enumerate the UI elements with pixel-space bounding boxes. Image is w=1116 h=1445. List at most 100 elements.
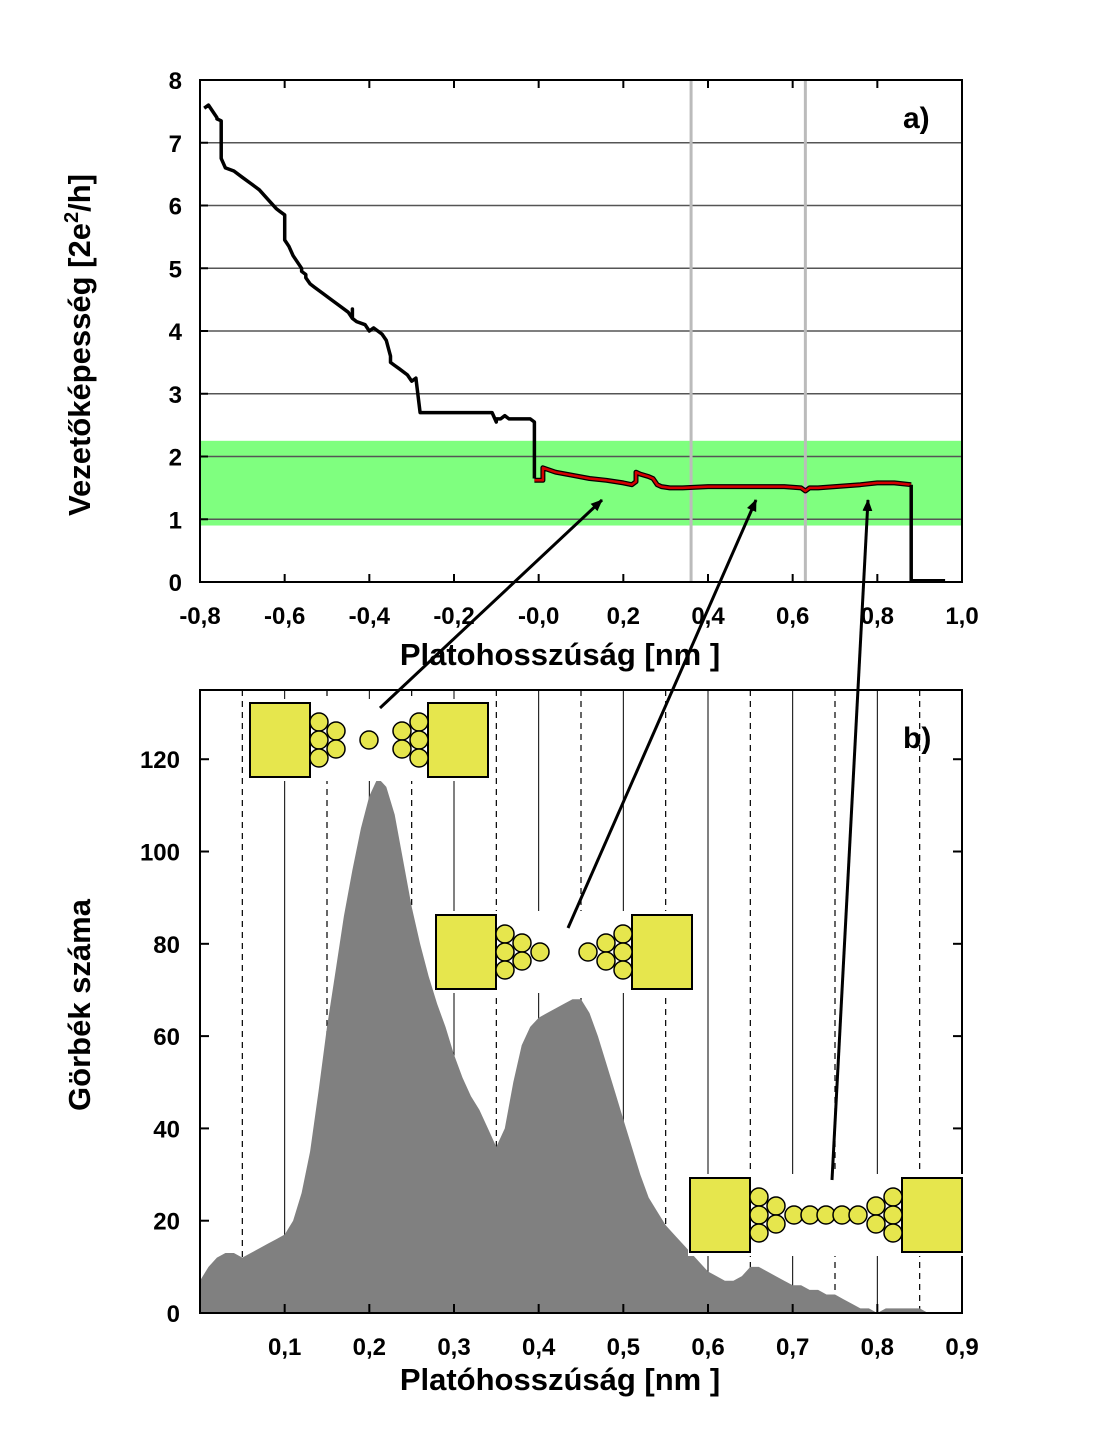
y-tick-label: 4: [169, 319, 183, 346]
x-tick-label: -0,4: [349, 603, 391, 630]
atom: [409, 748, 429, 768]
atom: [883, 1205, 903, 1225]
plateau-segment: [534, 466, 912, 493]
y-tick-label: 7: [169, 131, 182, 158]
y-tick-label: 1: [169, 507, 182, 534]
panel-a-y-tick-labels: 0 1 2 3 4 5 6 7 8: [169, 68, 183, 597]
arrows: [378, 498, 873, 1181]
electrode: [427, 702, 489, 778]
x-tick-label: 0,8: [861, 603, 894, 630]
electrode: [689, 1177, 751, 1253]
panel-a-x-tick-labels: -0,8 -0,6 -0,4 -0,2 -0,0 0,2 0,4 0,6 0,8 1,0: [179, 603, 978, 630]
atom: [749, 1223, 769, 1243]
atom: [392, 721, 412, 741]
atom: [883, 1187, 903, 1207]
panel-a: -0,8 -0,6 -0,4 -0,2 -0,0 0,2 0,4 0,6 0,8 1,0 0123…: [61, 68, 979, 672]
conductance-trace: [203, 103, 946, 583]
x-tick-label: -0,8: [179, 603, 220, 630]
electrode: [901, 1177, 963, 1253]
atom: [359, 730, 379, 750]
atom: [409, 712, 429, 732]
atom: [766, 1196, 786, 1216]
contact-one-atom-chain: [248, 699, 490, 781]
y-tick-label: 20: [153, 1209, 180, 1236]
trace-segment: [909, 484, 946, 583]
y-tick-label: 0: [169, 570, 182, 597]
atom: [326, 739, 346, 759]
atom: [613, 924, 633, 944]
contact-five-atom-chain: [688, 1174, 964, 1256]
panel-a-y-axis-title: Vezetőképesség [2e2/h]: [61, 174, 97, 516]
panel-a-label: a): [903, 102, 930, 135]
atom: [512, 951, 532, 971]
atom: [309, 712, 329, 732]
y-tick-label: 120: [140, 747, 180, 774]
x-tick-label: 0,4: [522, 1334, 556, 1361]
atom: [309, 748, 329, 768]
x-tick-label: 0,6: [776, 603, 809, 630]
atom: [495, 960, 515, 980]
atom: [495, 924, 515, 944]
vertical-markers: [689, 80, 807, 582]
atom: [883, 1223, 903, 1243]
x-tick-label: -0,6: [264, 603, 305, 630]
x-tick-label: 0,7: [776, 1334, 809, 1361]
atom: [512, 933, 532, 953]
atom: [530, 942, 550, 962]
electrode: [435, 914, 497, 990]
atom: [578, 942, 598, 962]
panel-a-ticks: [199, 79, 963, 583]
x-tick-label: 1,0: [945, 603, 978, 630]
x-tick-label: 0,2: [353, 1334, 386, 1361]
contact-illustrations: [248, 699, 964, 1256]
atom: [309, 730, 329, 750]
x-tick-label: 0,6: [691, 1334, 724, 1361]
atom: [848, 1205, 868, 1225]
panel-b-label: b): [903, 722, 931, 755]
trace-segment: [203, 103, 537, 479]
panel-a-x-axis-title: Platohosszúság [nm ]: [400, 637, 720, 672]
atom: [409, 730, 429, 750]
panel-b-frame: [199, 689, 963, 1314]
atom: [392, 739, 412, 759]
atom: [613, 960, 633, 980]
y-tick-label: 80: [153, 932, 180, 959]
atom: [766, 1214, 786, 1234]
y-tick-label: 6: [169, 194, 182, 221]
electrode: [249, 702, 311, 778]
arrow-contact-1: [378, 498, 604, 710]
atom: [866, 1214, 886, 1234]
x-tick-label: -0,0: [518, 603, 559, 630]
x-tick-label: 0,1: [268, 1334, 301, 1361]
atom: [866, 1196, 886, 1216]
atom: [749, 1187, 769, 1207]
panel-b-y-tick-labels: 0 20 40 60 80 100 120: [140, 747, 180, 1328]
atom: [596, 951, 616, 971]
atom: [749, 1205, 769, 1225]
x-tick-label: 0,8: [861, 1334, 894, 1361]
panel-b-x-tick-labels: 0,1 0,2 0,3 0,4 0,5 0,6 0,7 0,8 0,9: [268, 1334, 979, 1361]
y-tick-label: 0: [167, 1301, 180, 1328]
histogram-area: [200, 777, 962, 1313]
x-tick-label: 0,2: [607, 603, 640, 630]
arrow-contact-2: [566, 499, 758, 929]
atom: [613, 942, 633, 962]
y-tick-label: 5: [169, 256, 182, 283]
y-tick-label: 40: [153, 1116, 180, 1143]
arrow-contact-3: [830, 499, 873, 1181]
y-tick-label: 8: [169, 68, 182, 95]
atom: [326, 721, 346, 741]
horizontal-gridlines: [200, 142, 962, 520]
x-tick-label: 0,5: [607, 1334, 640, 1361]
y-tick-label: 60: [153, 1024, 180, 1051]
panel-b-y-axis-title: Görbék száma: [62, 898, 97, 1111]
y-tick-label: 3: [169, 382, 182, 409]
highlight-band: [200, 440, 962, 526]
panel-b: 0,1 0,2 0,3 0,4 0,5 0,6 0,7 0,8 0,9 0 20 40 60 80 100…: [62, 689, 979, 1397]
atom: [495, 942, 515, 962]
atom: [596, 933, 616, 953]
x-tick-label: 0,3: [437, 1334, 470, 1361]
contact-two-atom-chain: [434, 911, 694, 993]
electrode: [631, 914, 693, 990]
